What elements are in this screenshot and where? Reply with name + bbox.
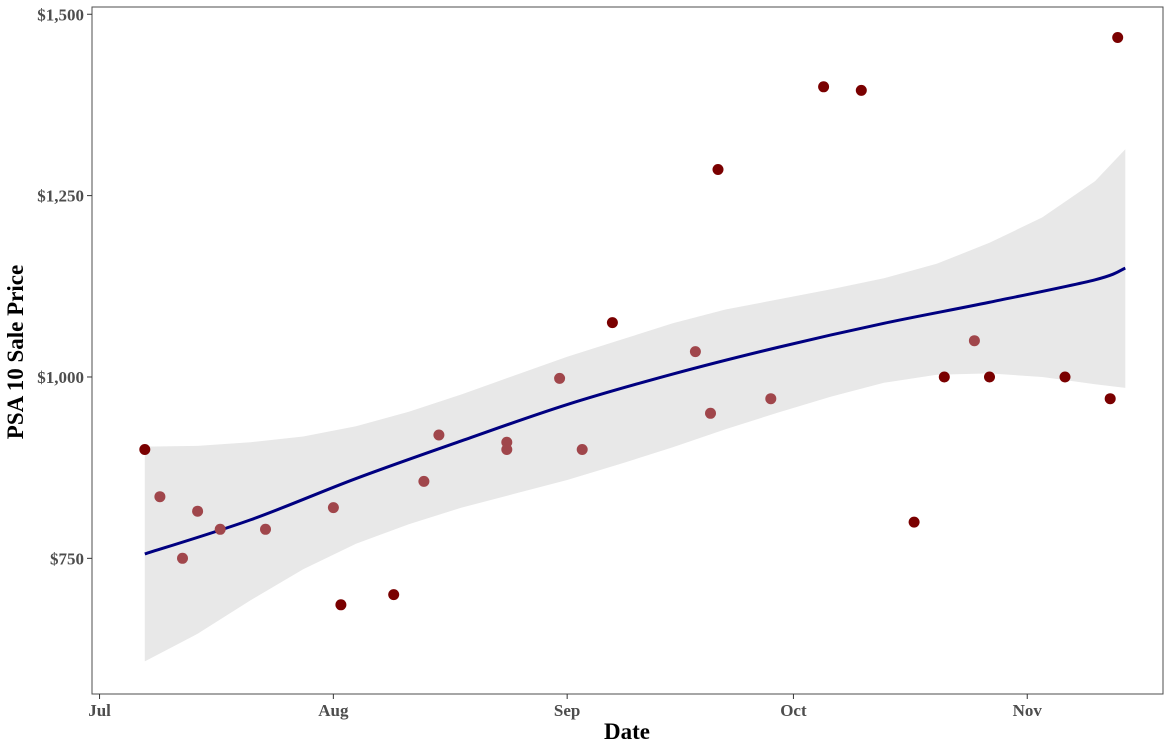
data-point [968, 335, 980, 347]
data-point [765, 393, 777, 405]
x-tick-label: Oct [780, 701, 807, 720]
y-tick-label: $1,500 [37, 5, 84, 24]
data-point [433, 429, 445, 441]
y-axis-title: PSA 10 Sale Price [3, 265, 28, 439]
y-tick-label: $750 [50, 549, 84, 568]
trend-line-path [144, 266, 1126, 556]
data-point [576, 444, 588, 455]
data-point [214, 523, 226, 535]
data-point [260, 523, 271, 535]
data-point [192, 505, 204, 517]
confidence-band-area [144, 149, 1126, 662]
x-tick-label: Jul [88, 701, 111, 720]
data-point [712, 164, 724, 175]
data-point [606, 317, 618, 329]
data-point [554, 372, 566, 384]
data-points [139, 32, 1124, 611]
trend-line [144, 266, 1126, 556]
data-point [501, 444, 513, 455]
data-point [908, 516, 920, 528]
confidence-band [144, 149, 1126, 662]
data-point [1104, 393, 1116, 405]
data-point [705, 407, 716, 419]
data-point [818, 81, 830, 93]
data-point [855, 84, 867, 96]
data-point [335, 599, 347, 611]
x-tick-label: Nov [1013, 701, 1043, 720]
x-axis-title: Date [604, 719, 650, 744]
data-point [177, 552, 188, 564]
x-axis: Jul Aug Sep Oct Nov [88, 694, 1042, 720]
data-point [154, 491, 166, 503]
y-axis: $750 $1,000 $1,250 $1,500 [37, 5, 92, 568]
data-point [938, 371, 950, 383]
data-point [327, 502, 339, 514]
x-tick-label: Aug [318, 701, 349, 720]
data-point [689, 346, 701, 358]
data-point [984, 371, 995, 383]
data-point [388, 589, 400, 601]
plot-panel-border [91, 6, 1164, 695]
data-point [1112, 32, 1124, 43]
data-point [418, 475, 430, 487]
x-tick-label: Sep [554, 701, 580, 720]
data-point [1059, 371, 1071, 383]
y-tick-label: $1,250 [37, 187, 84, 206]
data-point [139, 444, 151, 455]
y-tick-label: $1,000 [37, 368, 84, 387]
